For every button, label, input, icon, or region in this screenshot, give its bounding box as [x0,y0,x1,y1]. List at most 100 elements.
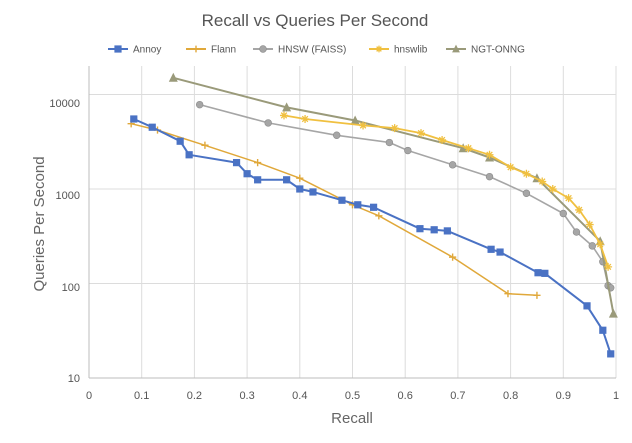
data-point [254,159,262,167]
legend-label: Annoy [133,45,161,56]
x-tick-label: 0.4 [292,390,307,402]
data-point [504,290,512,298]
x-tick-label: 0.8 [503,390,518,402]
data-point [282,102,292,112]
y-axis-title: Queries Per Second [31,156,48,291]
data-point [354,201,362,209]
legend-item: HNSW (FAISS) [253,45,346,56]
series-flann [127,120,541,299]
data-point [506,163,515,172]
data-point [279,111,288,120]
data-point [449,253,457,261]
data-point [533,291,541,299]
legend: Annoy Flann HNSW (FAISS) hnswlib NGT-ONNG [108,45,525,56]
data-point [296,174,304,182]
series-line [133,118,612,355]
data-point [332,131,341,139]
data-point [522,189,531,197]
data-point [283,176,291,184]
y-tick-label: 1000 [56,190,80,202]
data-point [572,228,581,236]
data-point [541,269,549,277]
data-point [375,45,383,53]
data-point [485,150,494,159]
x-tick-label: 0.5 [345,390,360,402]
data-point [599,326,607,334]
data-point [176,137,184,145]
data-point [390,124,399,133]
plot-area [127,72,618,358]
data-point [604,262,613,271]
data-point [404,146,412,155]
data-point [534,269,542,277]
series-line [283,114,609,268]
series-line [131,122,538,297]
data-point [438,135,447,144]
data-point [575,205,584,214]
data-point [522,169,531,178]
data-point [301,114,310,123]
y-tick-label: 100 [62,282,80,294]
series-line [173,76,615,314]
legend-item: hnswlib [369,45,428,56]
data-point [608,308,618,318]
data-point [201,141,209,149]
data-point [259,45,267,53]
series-annoy [130,115,615,358]
data-point [168,72,178,82]
data-point [464,144,473,153]
data-point [448,161,457,169]
data-point [309,188,317,196]
legend-item: Annoy [108,45,161,56]
data-point [430,226,438,234]
legend-label: hnswlib [394,45,428,56]
data-point [443,227,451,235]
data-point [338,196,346,204]
legend-label: Flann [211,45,236,56]
data-point [596,240,605,249]
data-point [548,184,557,193]
data-point [232,159,241,167]
x-tick-label: 1 [613,390,619,402]
gridlines [88,66,617,379]
data-point [130,115,138,123]
data-point [417,129,426,138]
x-tick-label: 0.7 [450,390,465,402]
data-point [588,242,596,250]
legend-item: Flann [186,45,236,56]
data-point [114,45,122,53]
data-point [607,350,615,358]
x-axis-title: Recall [331,410,373,427]
x-tick-label: 0.9 [556,390,571,402]
chart-title: Recall vs Queries Per Second [202,11,429,30]
x-tick-label: 0.2 [187,390,202,402]
data-point [369,203,378,211]
y-tick-label: 10 [68,373,80,385]
data-point [148,123,156,131]
data-point [254,176,262,184]
data-point [485,172,494,181]
x-tick-label: 0.3 [239,390,254,402]
data-point [564,194,573,203]
x-tick-label: 0.6 [398,390,413,402]
legend-label: HNSW (FAISS) [278,45,346,56]
data-point [538,177,547,186]
data-point [385,138,394,147]
data-point [264,119,272,127]
data-point [458,143,468,153]
data-point [350,115,360,125]
data-point [487,245,495,253]
data-point [452,44,460,53]
legend-label: NGT-ONNG [471,45,525,56]
x-tick-label: 0.1 [134,390,149,402]
y-tick-label: 10000 [49,98,80,110]
x-tick-label: 0 [86,390,92,402]
data-point [192,45,200,53]
data-point [195,100,204,109]
data-point [585,220,594,229]
legend-item: NGT-ONNG [446,45,525,56]
data-point [496,248,504,256]
series-hnswlib [279,111,613,271]
data-point [375,212,383,220]
